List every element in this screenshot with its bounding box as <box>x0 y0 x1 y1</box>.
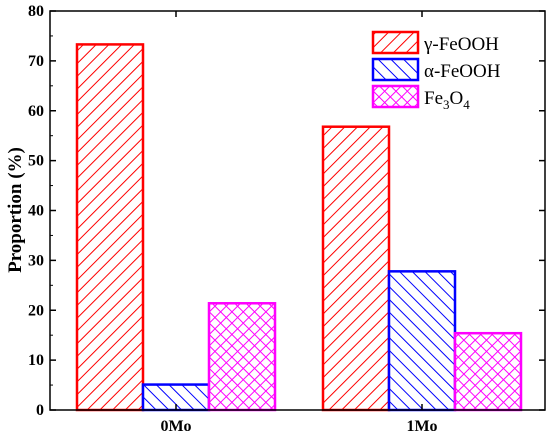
y-axis-title: Proportion (%) <box>5 147 26 273</box>
bars-group <box>75 43 523 412</box>
legend-label-0: γ-FeOOH <box>423 34 499 55</box>
legend-label-1: α-FeOOH <box>424 61 501 82</box>
y-axis: 0 10 20 30 40 50 60 70 80 <box>28 3 545 419</box>
y-tick-label: 70 <box>28 53 44 70</box>
bar-1mo-series-0 <box>321 125 391 412</box>
y-tick-label: 40 <box>28 203 44 220</box>
legend: γ-FeOOH α-FeOOH Fe3O4 <box>371 30 501 112</box>
bar-0mo-series-2 <box>207 302 277 412</box>
legend-swatch-2 <box>371 84 420 109</box>
y-tick-label: 60 <box>28 103 44 120</box>
x-tick-label-0mo: 0Mo <box>160 418 191 435</box>
bar-1mo-series-1 <box>387 270 457 412</box>
y-tick-label: 0 <box>36 402 44 419</box>
bar-1mo-series-2 <box>453 331 523 412</box>
legend-swatch-0 <box>371 30 420 55</box>
x-tick-label-1mo: 1Mo <box>406 418 437 435</box>
legend-label-2: Fe3O4 <box>424 88 470 112</box>
bar-0mo-series-0 <box>75 43 145 412</box>
y-tick-label: 50 <box>28 153 44 170</box>
y-tick-label: 10 <box>28 352 44 369</box>
y-tick-label: 20 <box>28 302 44 319</box>
y-tick-label: 80 <box>28 3 44 20</box>
y-tick-label: 30 <box>28 252 44 269</box>
legend-swatch-1 <box>371 57 420 82</box>
x-axis: 0Mo 1Mo <box>160 11 438 435</box>
